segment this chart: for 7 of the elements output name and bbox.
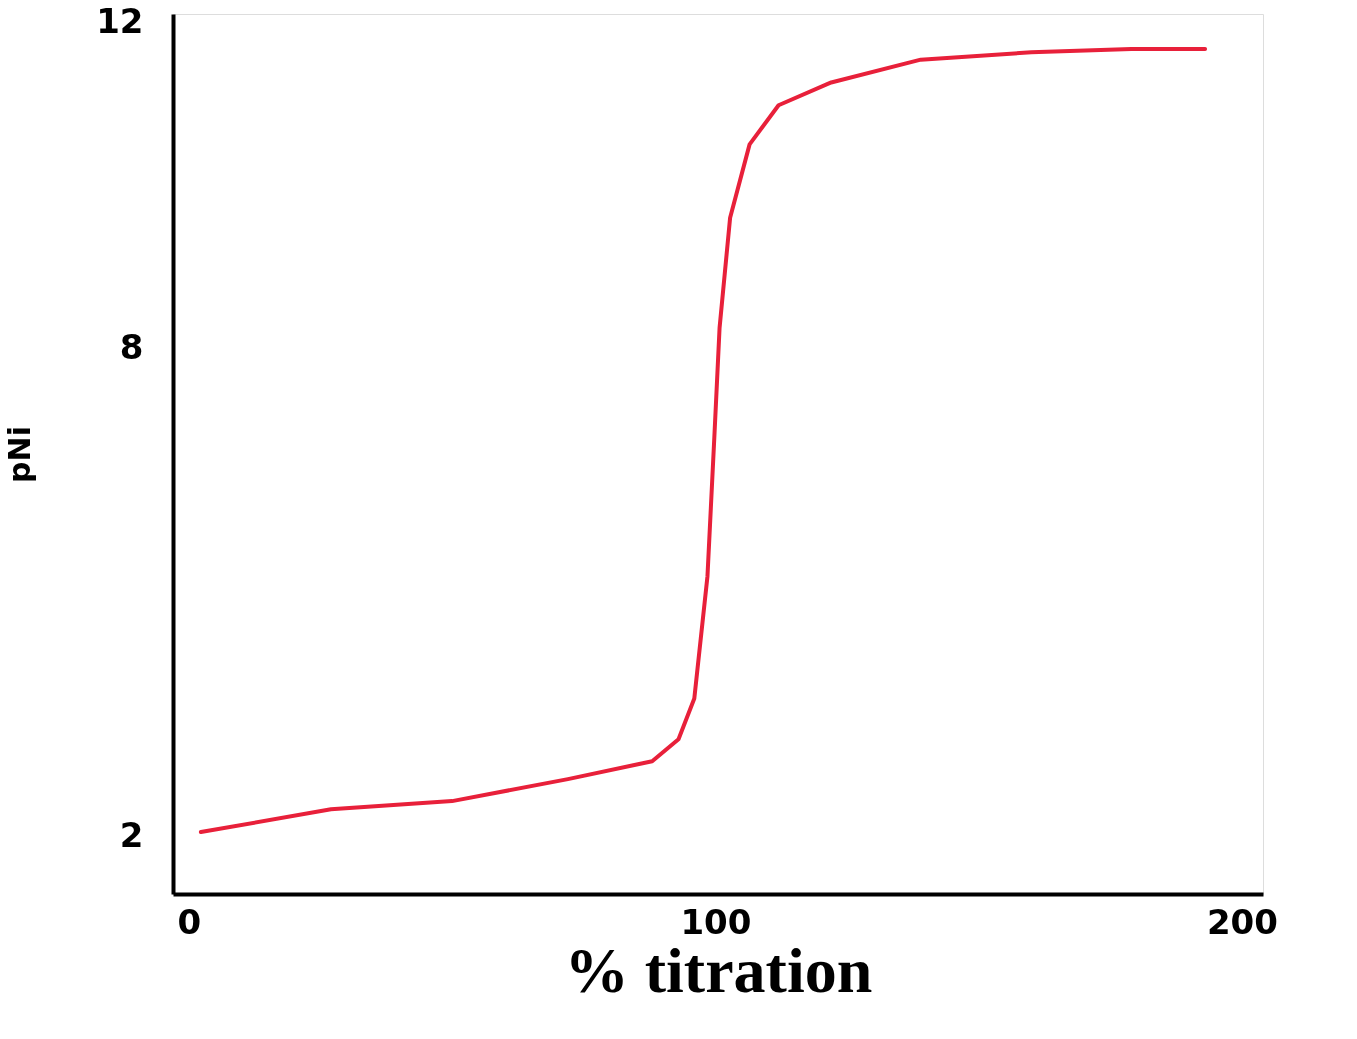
y-tick-label: 8 [119,326,144,367]
y-tick-label: 12 [96,0,144,41]
x-tick-label: 200 [1206,901,1278,942]
line-series [198,47,1208,835]
x-tick-label: 0 [177,901,202,942]
y-axis-title: pNi [2,426,38,483]
y-tick-label: 2 [119,815,144,856]
